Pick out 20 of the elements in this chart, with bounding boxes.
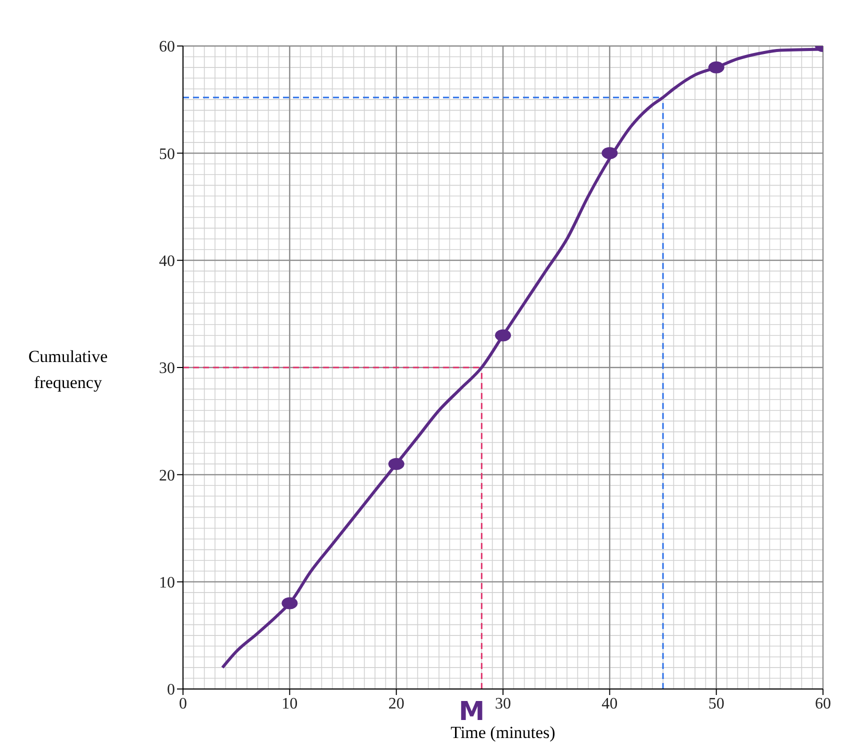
y-tick-label: 10 — [159, 574, 175, 592]
x-tick-label: 60 — [815, 695, 831, 712]
y-axis-title: Cumulative frequency — [27, 346, 109, 394]
point — [388, 458, 404, 470]
x-tick-label: 20 — [388, 695, 404, 712]
point — [495, 329, 511, 342]
y-tick-label: 50 — [159, 146, 175, 163]
x-tick-label: 0 — [179, 695, 187, 712]
x-tick-label: 50 — [708, 695, 724, 712]
y-tick-label: 40 — [159, 253, 175, 270]
point — [282, 597, 298, 610]
x-tick-label: 40 — [602, 695, 618, 712]
point — [708, 61, 724, 74]
x-tick-label: 30 — [495, 695, 511, 712]
y-tick-label: 0 — [167, 682, 175, 699]
point — [602, 147, 618, 160]
y-tick-label: 20 — [159, 467, 175, 484]
x-tick-label: 10 — [282, 695, 298, 712]
y-tick-label: 60 — [159, 38, 175, 56]
y-tick-label: 30 — [159, 360, 175, 378]
